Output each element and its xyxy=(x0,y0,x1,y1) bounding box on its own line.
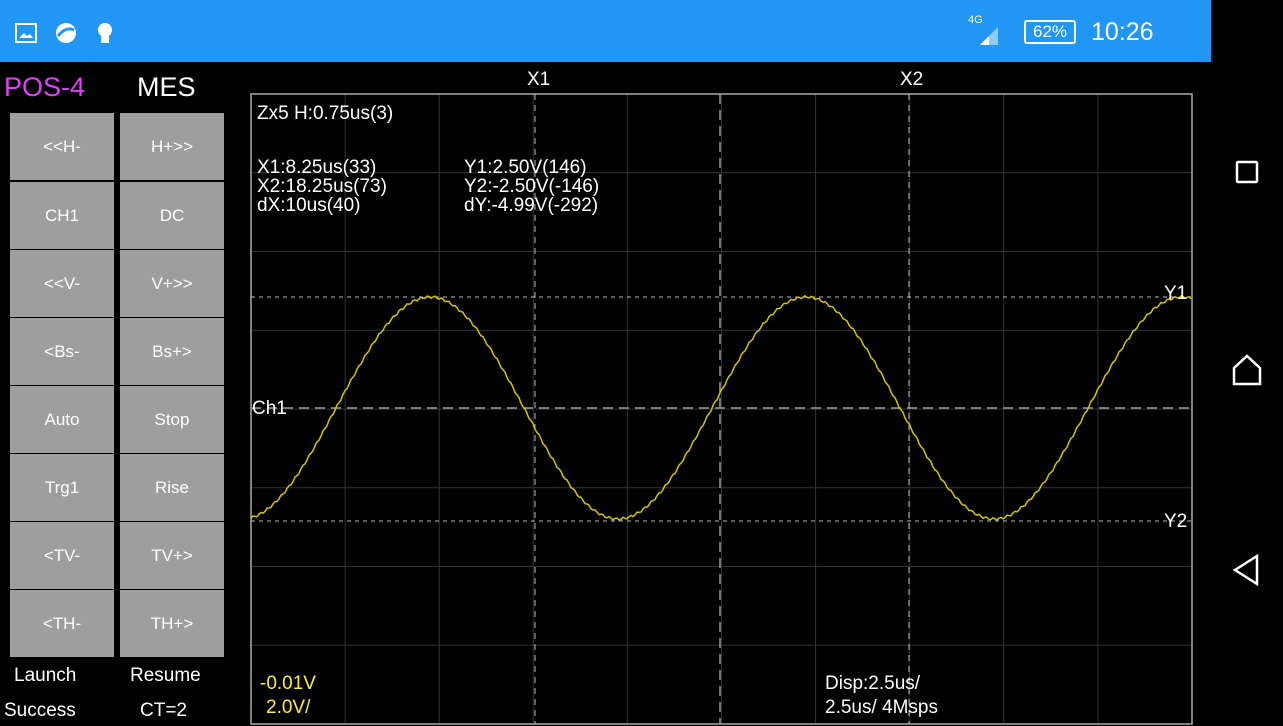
sync-app-icon xyxy=(56,23,76,43)
tv-minus-button[interactable]: <TV- xyxy=(10,522,114,589)
bs-minus-button[interactable]: <Bs- xyxy=(10,318,114,385)
th-plus-button[interactable]: TH+> xyxy=(120,590,224,657)
back-icon[interactable] xyxy=(1229,552,1265,588)
grid xyxy=(251,94,1192,724)
channel-button[interactable]: CH1 xyxy=(10,182,114,249)
success-status-label: Success xyxy=(4,700,76,721)
clock: 10:26 xyxy=(1091,18,1154,46)
status-bar: 4G 62% 10:26 xyxy=(0,0,1211,62)
cursor-y1-label[interactable]: Y1 xyxy=(1164,283,1188,304)
navigation-bar xyxy=(1211,0,1283,726)
network-type: 4G xyxy=(968,14,983,26)
v-minus-button[interactable]: <<V- xyxy=(10,250,114,317)
oscilloscope-display[interactable]: X1 X2 Y1 Y2 Ch1 Zx5 H:0.75us(3) X1:8.25u… xyxy=(248,62,1211,726)
launch-status-label: Launch xyxy=(14,665,77,686)
trigger-source-button[interactable]: Trg1 xyxy=(10,454,114,521)
x2-readout: X2:18.25us(73) xyxy=(257,176,387,197)
offset-readout: -0.01V xyxy=(260,673,316,694)
ch1-waveform-trace xyxy=(250,294,1192,521)
dy-readout: dY:-4.99V(-292) xyxy=(464,195,599,216)
th-minus-button[interactable]: <TH- xyxy=(10,590,114,657)
signal-icon xyxy=(980,27,998,45)
zoom-readout: Zx5 H:0.75us(3) xyxy=(257,103,394,124)
mes-label[interactable]: MES xyxy=(137,72,196,102)
coupling-button[interactable]: DC xyxy=(120,182,224,249)
stop-button[interactable]: Stop xyxy=(120,386,224,453)
recent-apps-icon[interactable] xyxy=(1229,154,1265,190)
screen-border xyxy=(250,93,1193,725)
battery-level: 62% xyxy=(1032,22,1068,41)
h-minus-button[interactable]: <<H- xyxy=(10,113,114,180)
cursor-x2-label[interactable]: X2 xyxy=(900,69,924,90)
trigger-edge-button[interactable]: Rise xyxy=(120,454,224,521)
waveform-canvas[interactable] xyxy=(248,62,1211,726)
battery-icon: 62% xyxy=(1024,20,1076,44)
gallery-icon xyxy=(15,23,37,43)
tv-plus-button[interactable]: TV+> xyxy=(120,522,224,589)
cursor-y2-label[interactable]: Y2 xyxy=(1164,511,1188,532)
v-plus-button[interactable]: V+>> xyxy=(120,250,224,317)
capture-count-label: CT=2 xyxy=(140,700,187,721)
dx-readout: dX:10us(40) xyxy=(257,195,361,216)
display-timebase-readout: Disp:2.5us/ xyxy=(825,673,921,694)
h-plus-button[interactable]: H+>> xyxy=(120,113,224,180)
nfc-off-icon xyxy=(98,23,112,43)
sample-rate-readout: 2.5us/ 4Msps xyxy=(825,697,938,718)
bs-plus-button[interactable]: Bs+> xyxy=(120,318,224,385)
y1-readout: Y1:2.50V(146) xyxy=(464,157,587,178)
x1-readout: X1:8.25us(33) xyxy=(257,157,377,178)
resume-label[interactable]: Resume xyxy=(130,665,201,686)
pos-label[interactable]: POS-4 xyxy=(4,72,86,102)
home-icon[interactable] xyxy=(1229,352,1265,388)
channel-marker[interactable]: Ch1 xyxy=(252,398,287,419)
auto-button[interactable]: Auto xyxy=(10,386,114,453)
cursor-x1-label[interactable]: X1 xyxy=(527,69,551,90)
y2-readout: Y2:-2.50V(-146) xyxy=(464,176,600,197)
volts-per-div-readout: 2.0V/ xyxy=(266,697,311,718)
